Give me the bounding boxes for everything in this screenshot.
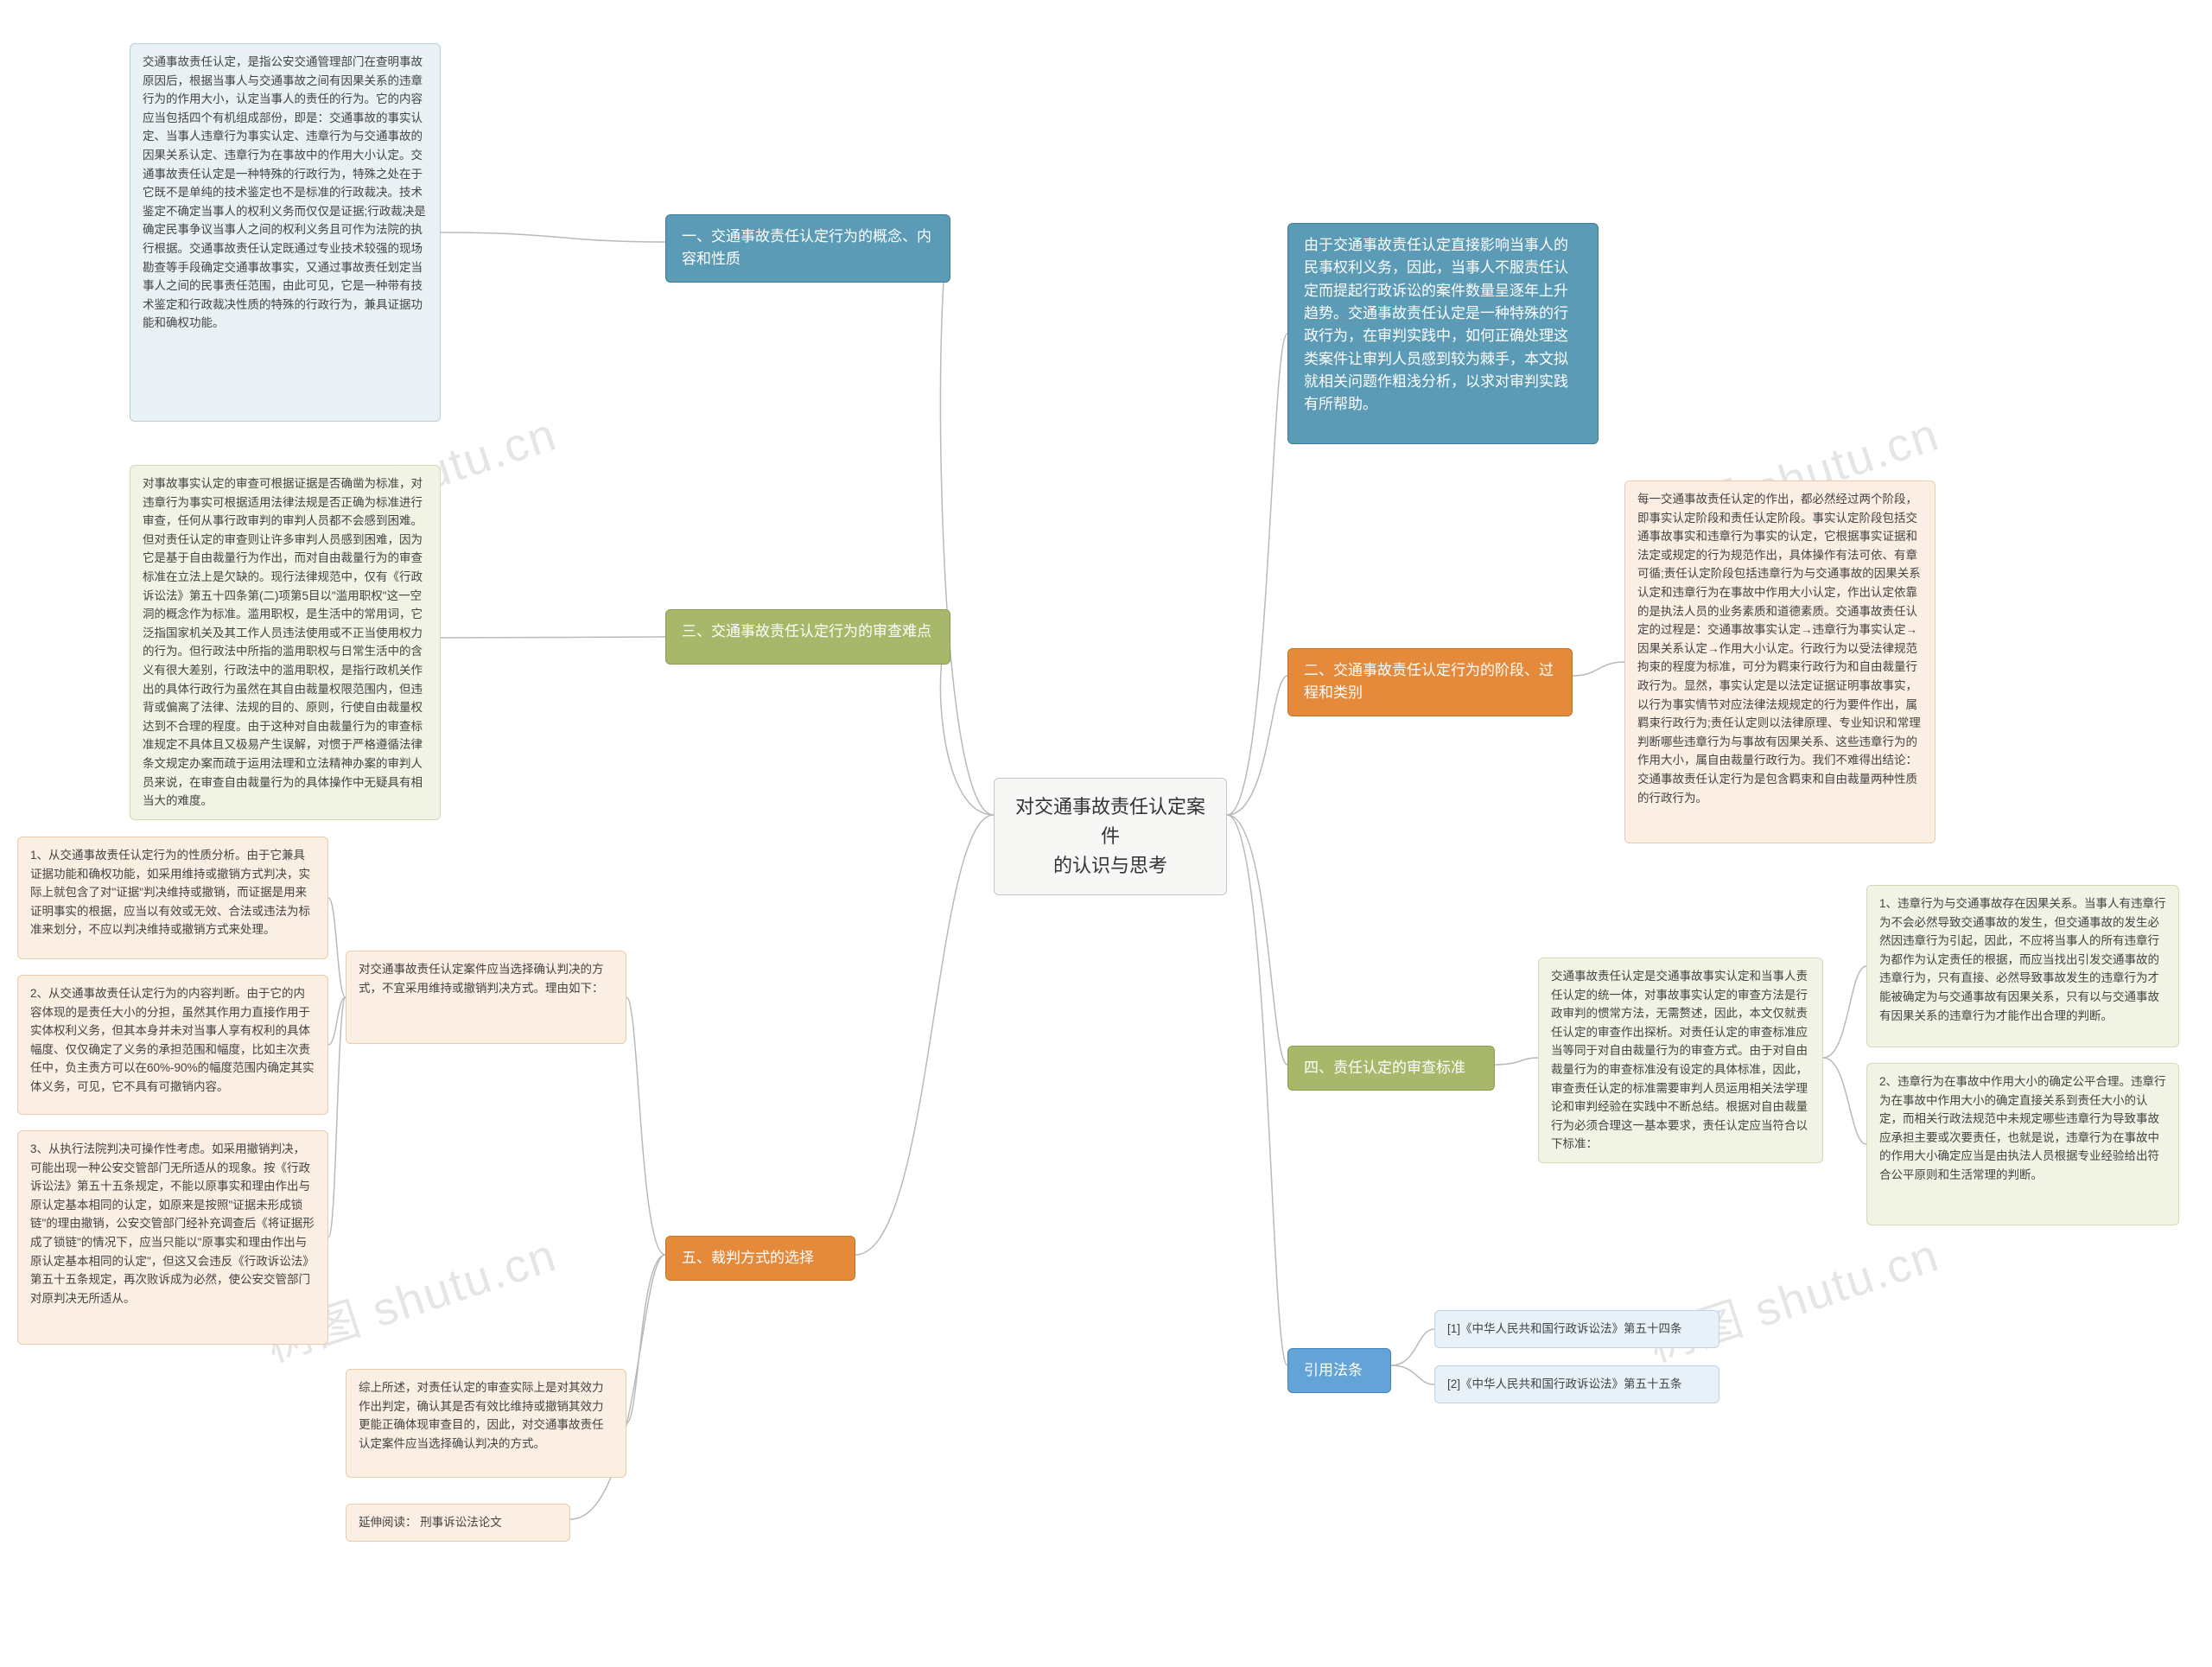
branch-b3: 三、交通事故责任认定行为的审查难点 bbox=[665, 609, 950, 665]
leaf-cite-1: [2]《中华人民共和国行政诉讼法》第五十五条 bbox=[1434, 1365, 1719, 1403]
leaf-b4-2: 2、违章行为在事故中作用大小的确定公平合理。违章行为在事故中作用大小的确定直接关… bbox=[1866, 1063, 2179, 1225]
leaf-b4-1: 1、违章行为与交通事故存在因果关系。当事人有违章行为不会必然导致交通事故的发生，… bbox=[1866, 885, 2179, 1047]
intro-block: 由于交通事故责任认定直接影响当事人的民事权利义务，因此，当事人不服责任认定而提起… bbox=[1287, 223, 1599, 444]
leaf-b2-0: 每一交通事故责任认定的作出，都必然经过两个阶段，即事实认定阶段和责任认定阶段。事… bbox=[1624, 480, 1936, 843]
branch-cite: 引用法条 bbox=[1287, 1348, 1391, 1393]
center-topic: 对交通事故责任认定案件 的认识与思考 bbox=[994, 778, 1227, 895]
leaf-b5-3: 3、从执行法院判决可操作性考虑。如采用撤销判决，可能出现一种公安交管部门无所适从… bbox=[17, 1130, 328, 1345]
leaf-b5-2: 2、从交通事故责任认定行为的内容判断。由于它的内容体现的是责任大小的分担，虽然其… bbox=[17, 975, 328, 1115]
leaf-b5-1: 1、从交通事故责任认定行为的性质分析。由于它兼具证据功能和确权功能，如采用维持或… bbox=[17, 837, 328, 959]
watermark: 树图 shutu.cn bbox=[1638, 1217, 1946, 1375]
branch-b4: 四、责任认定的审查标准 bbox=[1287, 1046, 1495, 1091]
leaf-b3-0: 对事故事实认定的审查可根据证据是否确凿为标准，对违章行为事实可根据适用法律法规是… bbox=[130, 465, 441, 820]
branch-b1: 一、交通事故责任认定行为的概念、内容和性质 bbox=[665, 214, 950, 283]
branch-b5: 五、裁判方式的选择 bbox=[665, 1236, 855, 1281]
leaf-b5-4: 综上所述，对责任认定的审查实际上是对其效力作出判定，确认其是否有效比维持或撤销其… bbox=[346, 1369, 626, 1478]
leaf-b5-0: 对交通事故责任认定案件应当选择确认判决的方式，不宜采用维持或撤销判决方式。理由如… bbox=[346, 951, 626, 1044]
leaf-b5-5: 延伸阅读： 刑事诉讼法论文 bbox=[346, 1504, 570, 1542]
leaf-b1-0: 交通事故责任认定，是指公安交通管理部门在查明事故原因后，根据当事人与交通事故之间… bbox=[130, 43, 441, 422]
branch-b2: 二、交通事故责任认定行为的阶段、过程和类别 bbox=[1287, 648, 1573, 716]
leaf-b4-0: 交通事故责任认定是交通事故事实认定和当事人责任认定的统一体，对事故事实认定的审查… bbox=[1538, 958, 1823, 1163]
leaf-cite-0: [1]《中华人民共和国行政诉讼法》第五十四条 bbox=[1434, 1310, 1719, 1348]
